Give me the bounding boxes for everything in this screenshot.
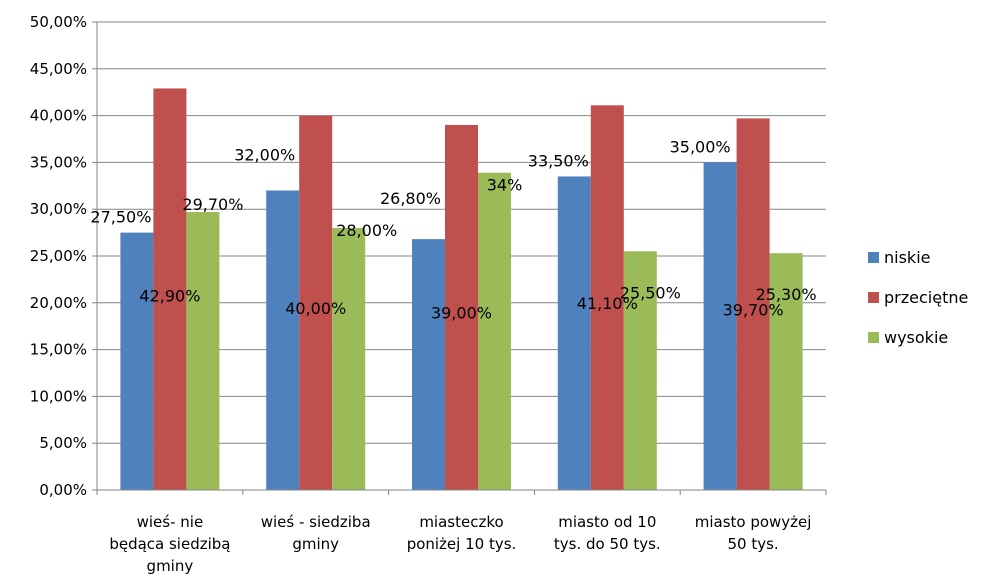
data-label: 25,30%	[756, 285, 817, 304]
category-label: wieś- nie będąca siedzibą gminy	[109, 513, 230, 575]
bar-wysokie	[769, 253, 803, 490]
bar-niskie	[557, 176, 591, 490]
data-label: 35,00%	[670, 137, 731, 156]
data-label: 27,50%	[90, 208, 151, 227]
bar-wysokie	[478, 172, 511, 491]
bar-wysokie	[332, 227, 366, 491]
bar-przeciętne	[445, 124, 478, 491]
bar-niskie	[412, 239, 445, 490]
y-tick-label: 20,00%	[30, 294, 87, 312]
legend-label: wysokie	[884, 328, 948, 347]
bar-niskie	[120, 232, 154, 490]
bar-wysokie	[186, 212, 220, 490]
data-label: 39,70%	[723, 300, 784, 319]
y-tick-label: 15,00%	[30, 341, 87, 359]
category-labels: wieś- nie będąca siedzibą gminy wieś - sied…	[109, 513, 811, 575]
y-tick-labels: 0,00% 5,00% 10,00% 15,00% 20,00% 25,00% 30,00%…	[30, 13, 87, 499]
bar-przeciętne	[299, 115, 333, 490]
bars	[120, 88, 803, 491]
data-labels: 27,50% 32,00% 26,80% 33,50% 35,00% 42,90% 40,0…	[90, 137, 816, 322]
bar-przeciętne	[153, 88, 187, 491]
y-tick-label: 45,00%	[30, 60, 87, 78]
category-label: wieś - siedziba gminy	[261, 513, 371, 553]
bar-przeciętne	[590, 105, 624, 490]
bar-niskie	[703, 162, 737, 490]
legend: niskie przeciętne wysokie	[868, 248, 968, 347]
bar-wysokie	[623, 251, 657, 490]
category-label: miasto powyżej 50 tys.	[695, 513, 812, 553]
y-tick-label: 50,00%	[30, 13, 87, 31]
data-label: 41,10%	[577, 294, 638, 313]
data-label: 26,80%	[380, 189, 441, 208]
category-label: miasto od 10 tys. do 50 tys.	[554, 513, 661, 553]
y-tick-label: 5,00%	[39, 434, 87, 452]
legend-swatch-przeciętne	[868, 292, 879, 303]
legend-swatch-wysokie	[868, 332, 879, 343]
y-tick-label: 25,00%	[30, 247, 87, 265]
legend-swatch-niskie	[868, 252, 879, 263]
category-label: miasteczko poniżej 10 tys.	[407, 513, 517, 553]
bar-przeciętne	[736, 118, 770, 491]
y-tick-label: 35,00%	[30, 153, 87, 171]
data-label: 28,00%	[336, 221, 397, 240]
legend-label: niskie	[884, 248, 930, 267]
y-tick-label: 30,00%	[30, 200, 87, 218]
axes	[92, 21, 827, 495]
data-label: 34%	[487, 176, 523, 195]
data-label: 25,50%	[620, 283, 681, 302]
data-label: 29,70%	[182, 195, 243, 214]
data-label: 42,90%	[139, 286, 200, 305]
y-tick-label: 0,00%	[39, 481, 87, 499]
data-label: 33,50%	[528, 151, 589, 170]
y-tick-label: 40,00%	[30, 107, 87, 125]
legend-label: przeciętne	[884, 288, 968, 307]
data-label: 39,00%	[431, 303, 492, 322]
data-label: 32,00%	[234, 145, 295, 164]
y-tick-label: 10,00%	[30, 387, 87, 405]
data-label: 40,00%	[285, 299, 346, 318]
bar-niskie	[266, 190, 300, 491]
